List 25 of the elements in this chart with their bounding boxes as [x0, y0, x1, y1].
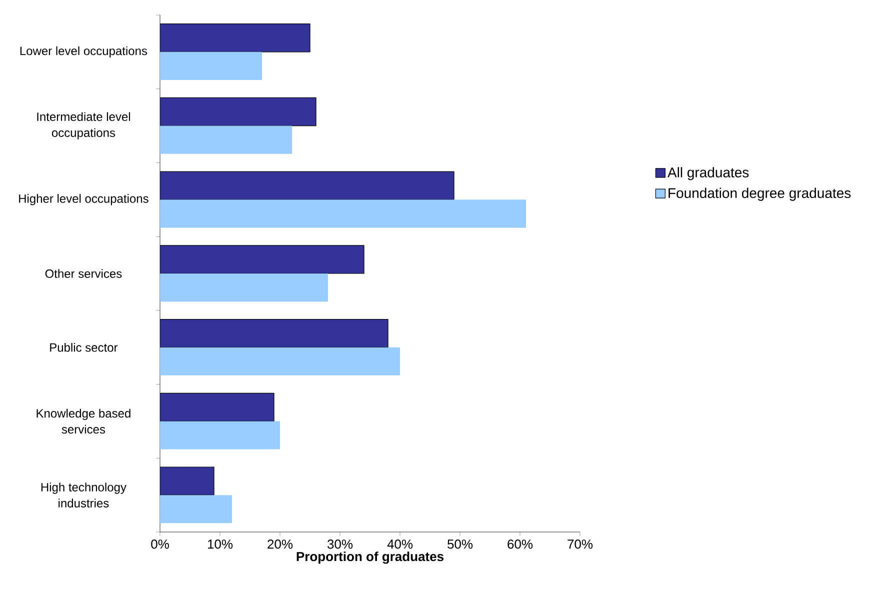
- bar: [160, 274, 328, 302]
- x-tick-label: 20%: [268, 540, 293, 549]
- x-axis-title: Proportion of graduates: [296, 552, 444, 564]
- legend-label: Foundation degree graduates: [668, 188, 851, 201]
- x-tick-label: 40%: [387, 540, 413, 549]
- legend-label: All graduates: [668, 167, 749, 180]
- bar: [160, 52, 262, 80]
- x-tick-label: 60%: [508, 540, 533, 549]
- x-tick-label: 10%: [208, 540, 233, 549]
- x-tick-label: 30%: [327, 540, 353, 549]
- y-tick-label: Lower level occupations: [20, 46, 148, 58]
- y-tick-label: Other services: [45, 269, 122, 278]
- y-tick-label: Intermediate level occupations: [37, 112, 130, 140]
- bar: [160, 126, 292, 154]
- bar: [160, 495, 232, 524]
- x-tick-label: 0%: [151, 540, 169, 549]
- y-tick-label: High technology industries: [41, 482, 126, 508]
- bar: [160, 421, 280, 450]
- x-tick-label: 50%: [448, 540, 473, 549]
- x-tick-label: 70%: [568, 540, 593, 549]
- bar: [160, 200, 526, 228]
- y-tick-label: Public sector: [50, 342, 118, 352]
- bar: [160, 347, 400, 376]
- y-tick-label: Higher level occupations: [19, 194, 148, 206]
- y-tick-label: Knowledge based services: [36, 408, 130, 434]
